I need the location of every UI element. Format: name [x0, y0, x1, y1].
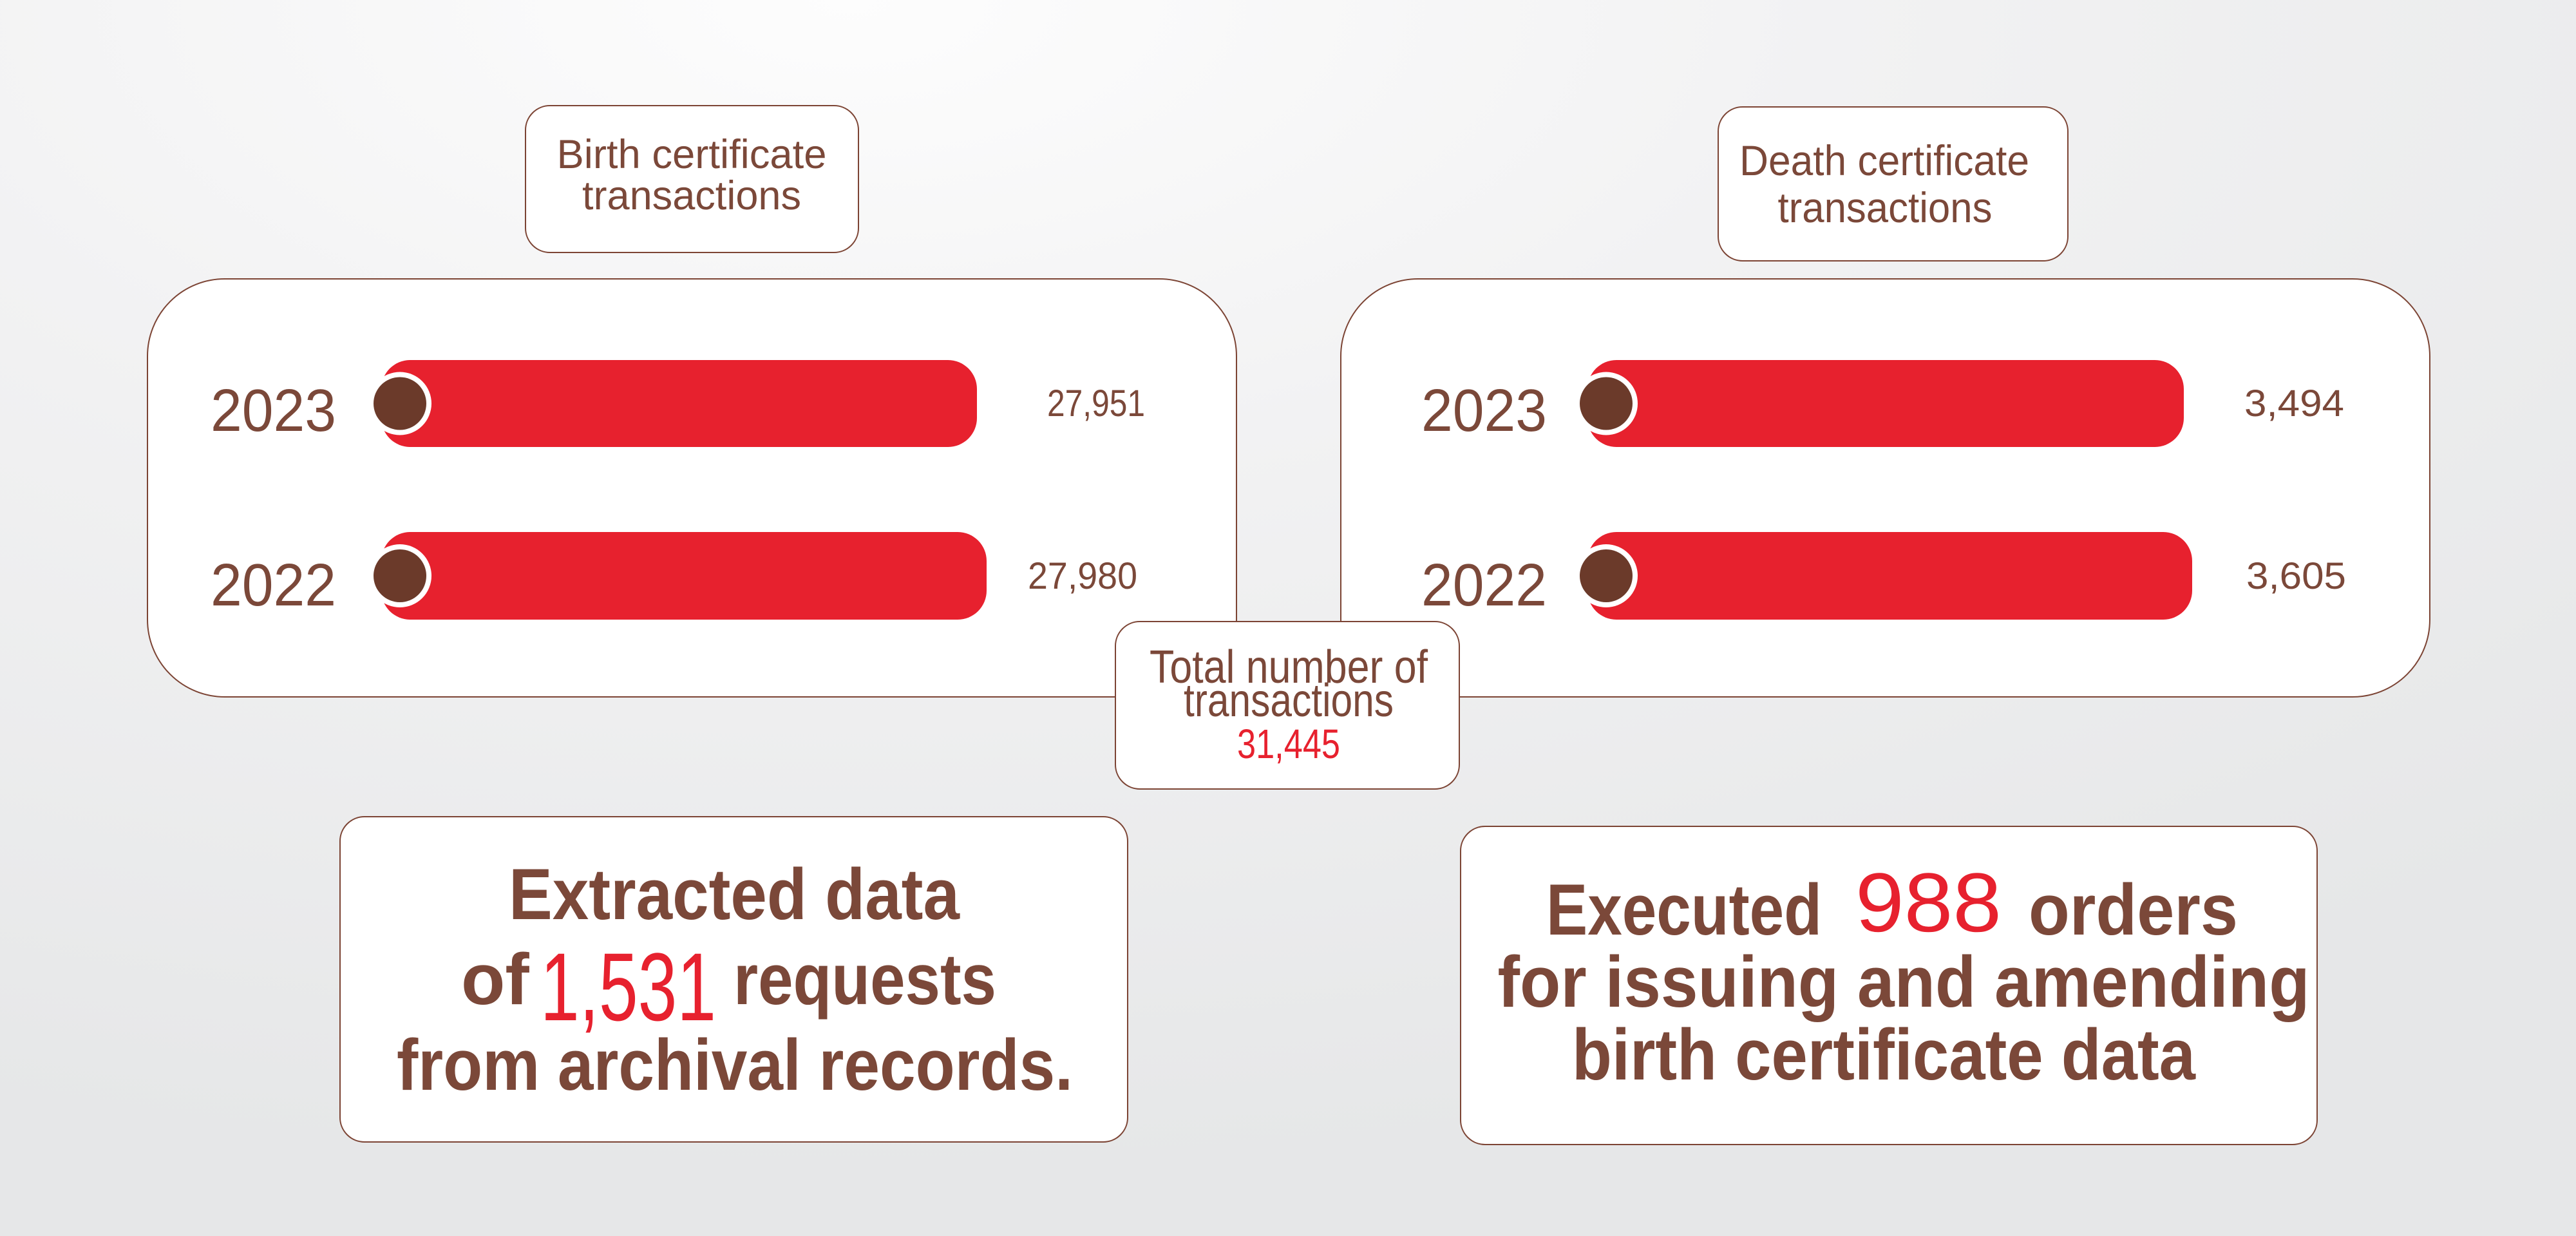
svg-text:transactions: transactions	[1778, 184, 1993, 231]
svg-text:27,980: 27,980	[1028, 555, 1137, 597]
svg-text:2022: 2022	[1421, 551, 1547, 618]
svg-text:2023: 2023	[1421, 377, 1547, 444]
svg-text:transactions: transactions	[582, 173, 801, 218]
svg-text:2023: 2023	[211, 377, 336, 444]
svg-text:3,605: 3,605	[2246, 555, 2346, 597]
svg-text:31,445: 31,445	[1237, 721, 1340, 767]
svg-text:988: 988	[1855, 855, 2002, 949]
svg-text:Total number of: Total number of	[1150, 642, 1428, 693]
svg-text:3,494: 3,494	[2244, 383, 2344, 424]
svg-text:birth certificate data: birth certificate data	[1572, 1014, 2196, 1095]
svg-text:Extracted data: Extracted data	[509, 854, 960, 935]
svg-text:of: of	[461, 939, 529, 1020]
svg-text:Birth certificate: Birth certificate	[557, 132, 827, 177]
svg-text:Executed: Executed	[1546, 870, 1822, 950]
svg-text:27,951: 27,951	[1047, 383, 1145, 424]
svg-text:orders: orders	[2029, 870, 2238, 950]
svg-text:for issuing and amending: for issuing and amending	[1498, 942, 2310, 1022]
svg-text:transactions: transactions	[1184, 675, 1394, 727]
svg-text:2022: 2022	[211, 551, 336, 618]
svg-text:requests: requests	[734, 939, 996, 1020]
svg-text:from archival records.: from archival records.	[397, 1025, 1073, 1105]
svg-text:1,531: 1,531	[540, 933, 716, 1041]
svg-text:Death certificate: Death certificate	[1739, 137, 2029, 184]
